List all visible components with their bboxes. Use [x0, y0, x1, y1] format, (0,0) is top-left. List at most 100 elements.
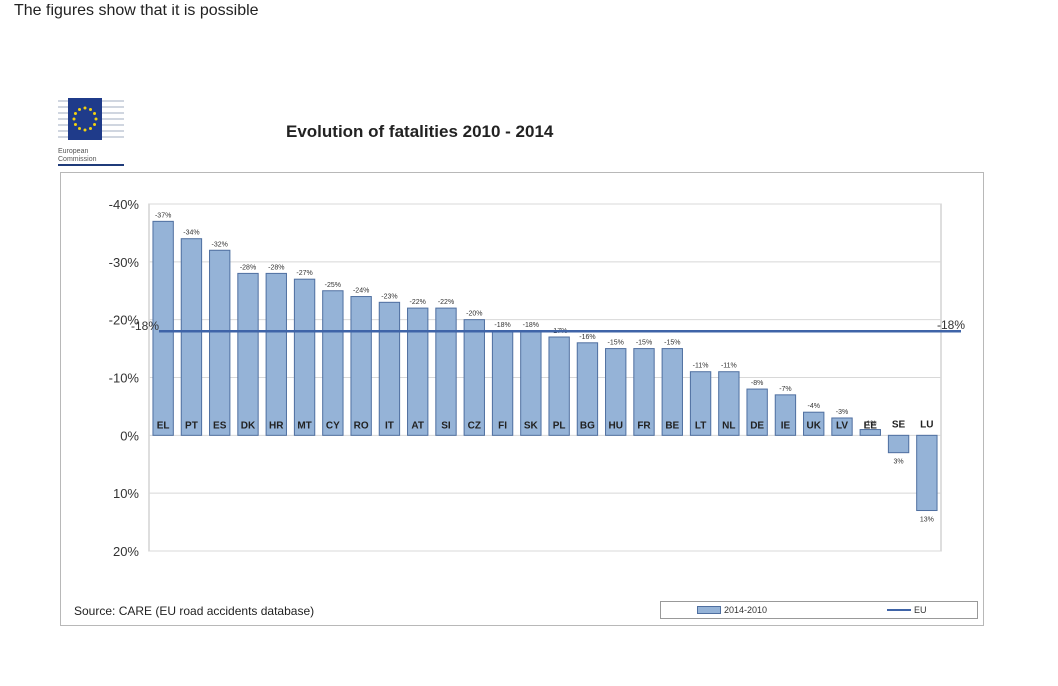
eu-star [93, 112, 97, 115]
bar-value-label: -18% [523, 322, 539, 329]
legend-label-bars: 2014-2010 [724, 605, 768, 615]
eu-star [73, 123, 77, 126]
category-label: CY [326, 420, 340, 431]
bar-value-label: -37% [155, 212, 171, 219]
category-label: NL [722, 420, 735, 431]
bar-value-label: -1% [864, 421, 876, 428]
category-label: FR [637, 420, 651, 431]
category-label: DK [241, 420, 256, 431]
bar-value-label: -8% [751, 380, 763, 387]
bar-value-label: -18% [494, 322, 510, 329]
bar [152, 220, 174, 436]
top-caption: The figures show that it is possible [14, 4, 259, 19]
legend-line-swatch [887, 609, 911, 611]
eu-star [89, 127, 92, 131]
bar-value-label: -28% [240, 264, 256, 271]
category-label: IE [781, 420, 791, 431]
bar-value-label: -22% [410, 299, 426, 306]
bar [916, 434, 938, 512]
category-label: CZ [468, 420, 481, 431]
category-label: PL [553, 420, 566, 431]
y-tick-label: -40% [109, 197, 140, 212]
category-label: EL [157, 420, 170, 431]
category-label: IT [385, 420, 394, 431]
bar [689, 371, 712, 436]
category-label: BE [665, 420, 679, 431]
eu-star [78, 107, 81, 111]
y-tick-label: -30% [109, 255, 140, 270]
bar [407, 307, 429, 436]
bar-chart-plot: -40% -30% -20% -10% 0% 10% 20% -37% EL -34% PT -32%… [109, 197, 966, 559]
category-label: SK [524, 420, 539, 431]
category-label: LT [695, 420, 706, 431]
bar-value-label: -24% [353, 288, 369, 295]
y-tick-label: 10% [113, 486, 139, 501]
eu-star [83, 106, 87, 110]
category-label: PT [185, 420, 198, 431]
bar-value-label: -22% [438, 299, 454, 306]
bar [859, 429, 881, 436]
bar-value-label: -27% [296, 270, 312, 277]
bar [831, 417, 853, 436]
category-label: LU [920, 419, 933, 430]
bar-value-label: -25% [325, 282, 341, 289]
category-label: HU [608, 420, 622, 431]
category-label: EE [864, 420, 878, 431]
bar [718, 371, 740, 436]
eu-star [78, 127, 81, 131]
bar [322, 290, 344, 436]
bar-value-label: -16% [579, 334, 595, 341]
category-label: BG [580, 420, 595, 431]
bar-value-label: -15% [636, 340, 652, 347]
bar [350, 296, 372, 436]
legend-bar-swatch [697, 606, 721, 614]
bar-value-label: 13% [920, 517, 934, 524]
bar-value-label: -11% [721, 363, 737, 370]
chart-frame: -40% -30% -20% -10% 0% 10% 20% -37% EL -34% PT -32%… [60, 172, 984, 626]
bar-value-label: -15% [664, 340, 680, 347]
y-tick-label: -20% [109, 313, 140, 328]
category-label: ES [213, 420, 227, 431]
legend-label-eu: EU [914, 605, 927, 615]
bar-value-label: 3% [894, 459, 904, 466]
category-label: MT [297, 420, 311, 431]
bar [463, 319, 485, 436]
bar [293, 278, 316, 436]
bar-value-label: -3% [836, 409, 848, 416]
y-tick-label: -10% [109, 371, 140, 386]
chart-title: Evolution of fatalities 2010 - 2014 [286, 122, 554, 141]
bar-value-label: -34% [183, 230, 199, 237]
bar-value-label: -15% [608, 340, 624, 347]
bar-value-label: -7% [779, 386, 791, 393]
bar [265, 272, 287, 436]
bar-value-label: -11% [693, 363, 709, 370]
bar [435, 307, 457, 436]
eu-star [93, 123, 97, 126]
eu-line-label-left: -18% [131, 319, 159, 333]
bar [180, 238, 203, 436]
bar [548, 336, 570, 436]
bar-value-label: -4% [807, 403, 819, 410]
bar-value-label: -32% [212, 241, 228, 248]
eu-stars [72, 106, 98, 132]
category-label: SE [892, 419, 906, 430]
bar [378, 301, 401, 436]
y-tick-label: 20% [113, 544, 139, 559]
bar [887, 434, 910, 454]
eu-star [73, 112, 77, 115]
bar [576, 342, 599, 436]
category-label: FI [498, 420, 507, 431]
logo-text: European Commission [58, 148, 97, 164]
y-tick-label: 0% [120, 428, 139, 443]
eu-line-label-right: -18% [937, 318, 965, 332]
bar [746, 388, 768, 436]
category-label: RO [354, 420, 369, 431]
legend-item-eu: EU [887, 605, 927, 615]
bar [605, 348, 627, 436]
bar-value-label: -28% [268, 264, 284, 271]
category-label: UK [806, 420, 821, 431]
category-label: SI [441, 420, 451, 431]
eu-star [83, 128, 87, 132]
source-note: Source: CARE (EU road accidents database… [74, 604, 315, 618]
bar [803, 411, 825, 436]
